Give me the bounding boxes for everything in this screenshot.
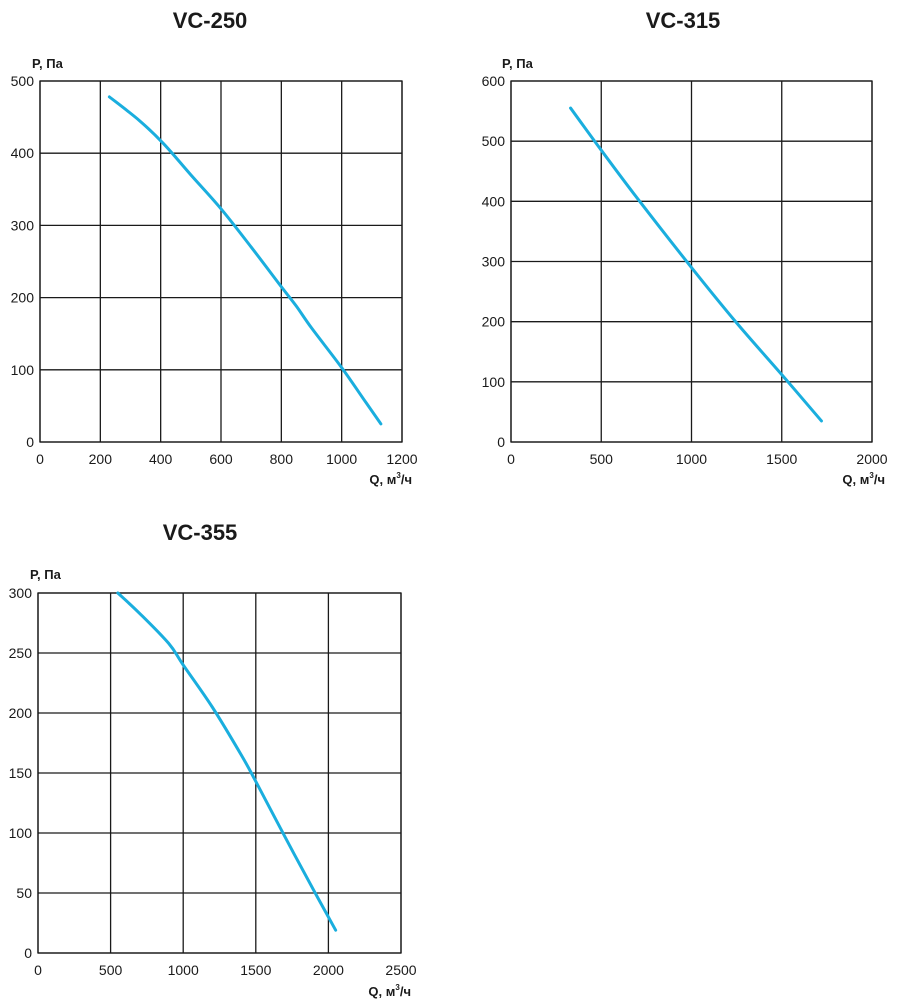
chart-vc-250: VC-250 P, Па 0 100 200 300 400 500 0 200 400 600 800…	[0, 0, 440, 500]
y-axis-label: P, Па	[502, 56, 534, 71]
x-tick-label: 1000	[326, 451, 357, 467]
plot-frame	[510, 80, 873, 443]
x-tick-label: 2500	[385, 962, 416, 978]
x-tick-label: 1500	[766, 451, 797, 467]
x-tick-label: 200	[89, 451, 113, 467]
chart-svg: VC-315 P, Па 0 100 200 300 400 500 600 0 500 1000 15…	[482, 8, 888, 487]
plot-frame	[39, 80, 403, 443]
y-tick-label: 200	[9, 705, 33, 721]
x-tick-label: 2000	[313, 962, 344, 978]
x-tick-label: 500	[590, 451, 614, 467]
chart-svg: VC-355 P, Па 0 50 100 150 200 250 300 0 500 1000 150…	[9, 520, 417, 999]
y-tick-label: 100	[11, 362, 35, 378]
y-tick-label: 100	[9, 825, 33, 841]
series-line	[116, 591, 338, 932]
y-tick-label: 400	[482, 193, 506, 209]
x-tick-label: 1000	[676, 451, 707, 467]
y-tick-label: 0	[24, 945, 32, 961]
y-tick-label: 150	[9, 765, 33, 781]
x-tick-label: 1000	[168, 962, 199, 978]
y-tick-label: 300	[9, 585, 33, 601]
y-tick-label: 50	[16, 885, 32, 901]
x-tick-label: 0	[36, 451, 44, 467]
chart-svg: VC-250 P, Па 0 100 200 300 400 500 0 200 400 600 800…	[11, 8, 418, 487]
y-tick-label: 250	[9, 645, 33, 661]
y-tick-label: 500	[11, 73, 35, 89]
y-axis-label: P, Па	[32, 56, 64, 71]
y-tick-label: 300	[11, 217, 35, 233]
y-tick-label: 100	[482, 374, 506, 390]
x-tick-label: 2000	[856, 451, 887, 467]
y-tick-label: 600	[482, 73, 506, 89]
chart-vc-355: VC-355 P, Па 0 50 100 150 200 250 300 0 500 1000 150…	[0, 512, 440, 1008]
plot-frame	[37, 592, 402, 954]
series-line	[569, 106, 823, 423]
chart-vc-315: VC-315 P, Па 0 100 200 300 400 500 600 0 500 1000 15…	[460, 0, 900, 500]
y-tick-label: 400	[11, 145, 35, 161]
x-axis-label: Q, м3/ч	[368, 983, 411, 999]
y-tick-label: 0	[497, 434, 505, 450]
x-tick-label: 1200	[386, 451, 417, 467]
x-axis-label: Q, м3/ч	[369, 471, 412, 487]
x-tick-label: 400	[149, 451, 173, 467]
x-tick-label: 0	[507, 451, 515, 467]
y-tick-label: 0	[26, 434, 34, 450]
series-line	[107, 95, 383, 426]
x-tick-label: 800	[270, 451, 294, 467]
y-tick-label: 300	[482, 254, 506, 270]
x-tick-label: 0	[34, 962, 42, 978]
x-tick-label: 500	[99, 962, 123, 978]
x-axis-label: Q, м3/ч	[842, 471, 885, 487]
chart-title: VC-250	[173, 8, 248, 33]
x-tick-label: 1500	[240, 962, 271, 978]
chart-title: VC-315	[646, 8, 721, 33]
y-tick-label: 200	[482, 314, 506, 330]
y-axis-label: P, Па	[30, 567, 62, 582]
chart-title: VC-355	[163, 520, 238, 545]
x-tick-label: 600	[209, 451, 233, 467]
y-tick-label: 200	[11, 290, 35, 306]
y-tick-label: 500	[482, 133, 506, 149]
